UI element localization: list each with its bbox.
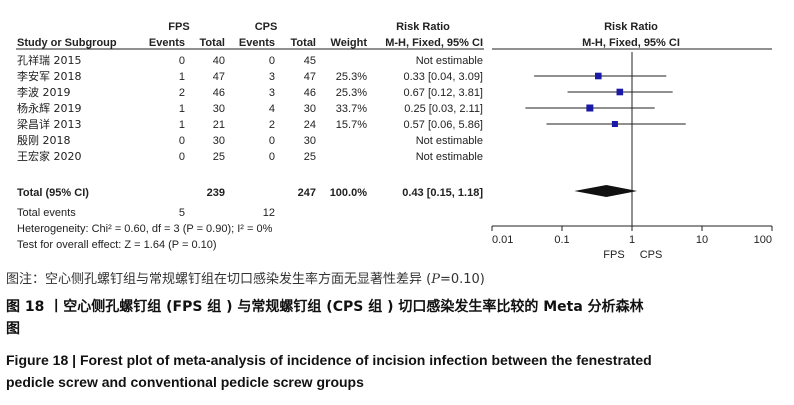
total1-value: 239 [207, 187, 225, 199]
events2-cell: 0 [269, 55, 275, 67]
ci-text-cell: Not estimable [416, 151, 483, 163]
ci-text-cell: 0.57 [0.06, 5.86] [403, 119, 483, 131]
total1-cell: 25 [213, 151, 225, 163]
total1-cell: 47 [213, 71, 225, 83]
x-tick-label: 0.01 [492, 234, 513, 246]
events1-cell: 2 [179, 87, 185, 99]
total1-cell: 46 [213, 87, 225, 99]
events2-cell: 0 [269, 151, 275, 163]
x-tick-label: 1 [629, 234, 635, 246]
events1-cell: 0 [179, 55, 185, 67]
total2-cell: 30 [304, 103, 316, 115]
total1-cell: 30 [213, 103, 225, 115]
group2-header: CPS [255, 21, 278, 33]
figure-title-english-line2: pedicle screw and conventional pedicle s… [6, 374, 364, 390]
study-name: 孔祥瑞 2015 [17, 53, 82, 67]
total1-cell: 21 [213, 119, 225, 131]
ci-text-cell: Not estimable [416, 55, 483, 67]
events2-cell: 4 [269, 103, 275, 115]
total1-column-header: Total [200, 37, 225, 49]
total2-value: 247 [298, 187, 316, 199]
weight-cell: 33.7% [336, 103, 367, 115]
x-tick-label: 0.1 [554, 234, 569, 246]
figure-title-chinese: 图 18 丨空心侧孔螺钉组 (FPS 组 ) 与常规螺钉组 (CPS 组 ) 切… [6, 296, 791, 340]
method-plot-header: M-H, Fixed, 95% CI [582, 37, 680, 49]
study-name: 李安军 2018 [17, 69, 82, 83]
events1-cell: 0 [179, 151, 185, 163]
forest-plot: FPS CPS Risk Ratio Risk Ratio Study or S… [16, 21, 773, 261]
point-estimate-square [586, 104, 594, 112]
figure-title-english: Figure 18 | Forest plot of meta-analysis… [6, 349, 791, 393]
figure-title-chinese-line1: 图 18 丨空心侧孔螺钉组 (FPS 组 ) 与常规螺钉组 (CPS 组 ) 切… [6, 299, 644, 315]
events2-cell: 3 [269, 87, 275, 99]
events1-cell: 1 [179, 119, 185, 131]
figure-note: 图注：空心侧孔螺钉组与常规螺钉组在切口感染发生率方面无显著性差异 (P=0.10… [6, 268, 791, 287]
total2-cell: 47 [304, 71, 316, 83]
total-events-label: Total events [17, 207, 76, 219]
total2-column-header: Total [291, 37, 316, 49]
events2-cell: 2 [269, 119, 275, 131]
ci-text-cell: Not estimable [416, 135, 483, 147]
study-name: 杨永辉 2019 [17, 101, 82, 115]
point-estimate-square [594, 72, 602, 80]
ci-text-cell: 0.67 [0.12, 3.81] [403, 87, 483, 99]
study-name: 梁昌详 2013 [17, 117, 82, 131]
total1-cell: 30 [213, 135, 225, 147]
weight-column-header: Weight [331, 37, 368, 49]
events2-column-header: Events [239, 37, 275, 49]
point-estimate-square [616, 88, 624, 96]
method-column-header: M-H, Fixed, 95% CI [385, 37, 483, 49]
weight-cell: 15.7% [336, 119, 367, 131]
events1-column-header: Events [149, 37, 185, 49]
figure-title-chinese-line2: 图 [6, 321, 20, 337]
weight-cell: 25.3% [336, 87, 367, 99]
total-events1: 5 [179, 207, 185, 219]
risk-ratio-plot-header: Risk Ratio [604, 21, 658, 33]
events1-cell: 1 [179, 71, 185, 83]
study-name: 李波 2019 [17, 85, 71, 99]
total-label: Total (95% CI) [17, 187, 89, 199]
heterogeneity-text: Heterogeneity: Chi² = 0.60, df = 3 (P = … [17, 223, 273, 235]
total2-cell: 30 [304, 135, 316, 147]
favours-right-label: CPS [640, 249, 663, 261]
point-estimate-square [611, 120, 618, 128]
total2-cell: 46 [304, 87, 316, 99]
pooled-diamond [574, 185, 638, 197]
figure-title-english-line1: Figure 18 | Forest plot of meta-analysis… [6, 352, 652, 368]
total2-cell: 25 [304, 151, 316, 163]
study-name: 殷刚 2018 [17, 134, 71, 147]
x-tick-label: 100 [754, 234, 772, 246]
total1-cell: 40 [213, 55, 225, 67]
group1-header: FPS [168, 21, 189, 33]
events1-cell: 1 [179, 103, 185, 115]
note-prefix: 图注：空心侧孔螺钉组与常规螺钉组在切口感染发生率方面无显著性差异 ( [6, 272, 432, 287]
weight-cell: 25.3% [336, 71, 367, 83]
events2-cell: 0 [269, 135, 275, 147]
study-name: 王宏家 2020 [17, 149, 82, 163]
study-column-header: Study or Subgroup [17, 37, 117, 49]
forest-marks [525, 52, 686, 226]
risk-ratio-header: Risk Ratio [396, 21, 450, 33]
total-weight: 100.0% [330, 187, 368, 199]
ci-text-cell: 0.33 [0.04, 3.09] [403, 71, 483, 83]
x-axis-ticks: 0.01 0.1 1 10 100 [491, 226, 773, 246]
events1-cell: 0 [179, 135, 185, 147]
note-p-symbol: P [431, 272, 440, 287]
total2-cell: 24 [304, 119, 316, 131]
total-events2: 12 [263, 207, 275, 219]
overall-effect-text: Test for overall effect: Z = 1.64 (P = 0… [17, 239, 217, 251]
events2-cell: 3 [269, 71, 275, 83]
total-ci-text: 0.43 [0.15, 1.18] [402, 187, 483, 199]
total2-cell: 45 [304, 55, 316, 67]
x-tick-label: 10 [696, 234, 708, 246]
note-suffix: =0.10) [439, 272, 485, 287]
favours-left-label: FPS [603, 249, 624, 261]
ci-text-cell: 0.25 [0.03, 2.11] [404, 103, 483, 115]
